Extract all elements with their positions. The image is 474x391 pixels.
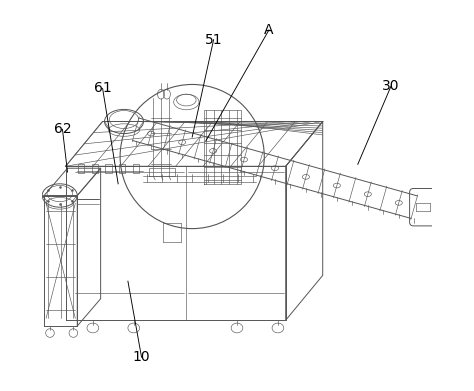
Bar [91, 164, 98, 173]
Bar [133, 164, 139, 173]
Bar [119, 164, 125, 173]
Text: 61: 61 [94, 81, 111, 95]
Bar [105, 164, 111, 173]
Text: A: A [264, 23, 273, 37]
Text: 51: 51 [205, 33, 222, 47]
Text: 10: 10 [133, 350, 150, 364]
Text: 30: 30 [382, 79, 400, 93]
Text: 62: 62 [54, 122, 71, 136]
Bar [78, 164, 84, 173]
